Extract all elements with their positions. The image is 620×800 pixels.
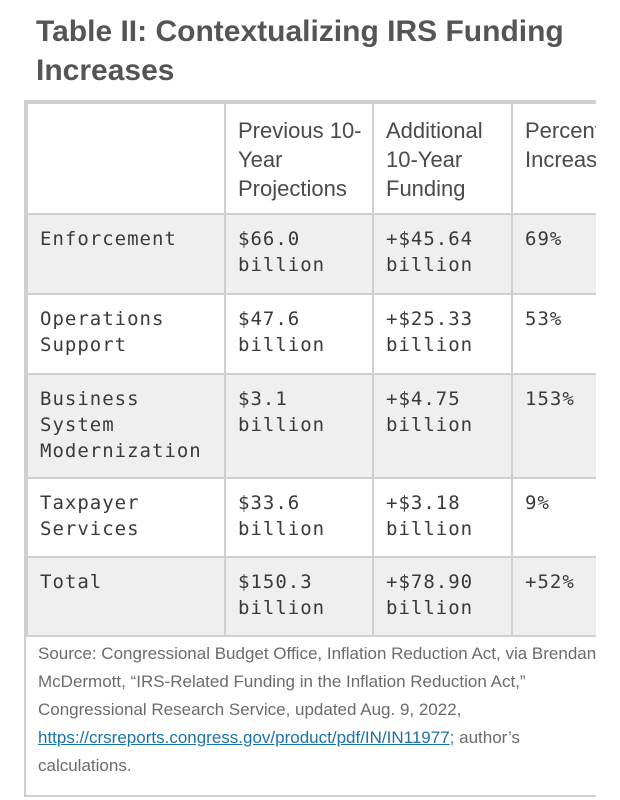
row-label: Total [26, 556, 226, 637]
previous-cell: $150.3 billion [224, 556, 374, 637]
additional-cell: +$3.18 billion [372, 477, 513, 558]
source-note: Source: Congressional Budget Office, Inf… [38, 640, 618, 780]
row-label: Taxpayer Services [26, 477, 226, 558]
percent-cell: 69% [511, 213, 596, 295]
source-line: McDermott, “IRS-Related Funding in the I… [38, 672, 526, 691]
row-label: Business System Modernization [26, 373, 226, 479]
row-label: Enforcement [26, 213, 226, 295]
row-label: Operations Support [26, 293, 226, 375]
table-header-row: Previous 10-Year Projections Additional … [26, 102, 596, 215]
previous-cell: $33.6 billion [224, 477, 374, 558]
source-link-suffix: ; author’s [449, 728, 520, 747]
additional-cell: +$45.64 billion [372, 213, 513, 295]
additional-cell: +$78.90 billion [372, 556, 513, 637]
funding-table: Previous 10-Year Projections Additional … [26, 102, 596, 637]
source-line: https://crsreports.congress.gov/product/… [38, 724, 618, 752]
additional-cell: +$25.33 billion [372, 293, 513, 375]
percent-cell: 53% [511, 293, 596, 375]
previous-cell: $47.6 billion [224, 293, 374, 375]
funding-table-container[interactable]: Previous 10-Year Projections Additional … [24, 100, 596, 797]
source-line: Congressional Research Service, updated … [38, 700, 462, 719]
source-line: Source: Congressional Budget Office, Inf… [38, 644, 597, 663]
header-percent: Percent Increase [511, 102, 596, 215]
previous-cell: $66.0 billion [224, 213, 374, 295]
source-link[interactable]: https://crsreports.congress.gov/product/… [38, 728, 450, 747]
percent-cell: +52% [511, 556, 596, 637]
header-previous: Previous 10-Year Projections [224, 102, 374, 215]
source-line: calculations. [38, 756, 132, 775]
table-row: Enforcement $66.0 billion +$45.64 billio… [26, 213, 596, 295]
page-title: Table II: Contextualizing IRS Funding In… [36, 15, 564, 87]
table-row: Operations Support $47.6 billion +$25.33… [26, 293, 596, 375]
table-row: Taxpayer Services $33.6 billion +$3.18 b… [26, 477, 596, 558]
header-empty [26, 102, 226, 215]
percent-cell: 9% [511, 477, 596, 558]
previous-cell: $3.1 billion [224, 373, 374, 479]
additional-cell: +$4.75 billion [372, 373, 513, 479]
table-row: Business System Modernization $3.1 billi… [26, 373, 596, 479]
header-additional: Additional 10-Year Funding [372, 102, 513, 215]
table-row-total: Total $150.3 billion +$78.90 billion +52… [26, 556, 596, 637]
percent-cell: 153% [511, 373, 596, 479]
